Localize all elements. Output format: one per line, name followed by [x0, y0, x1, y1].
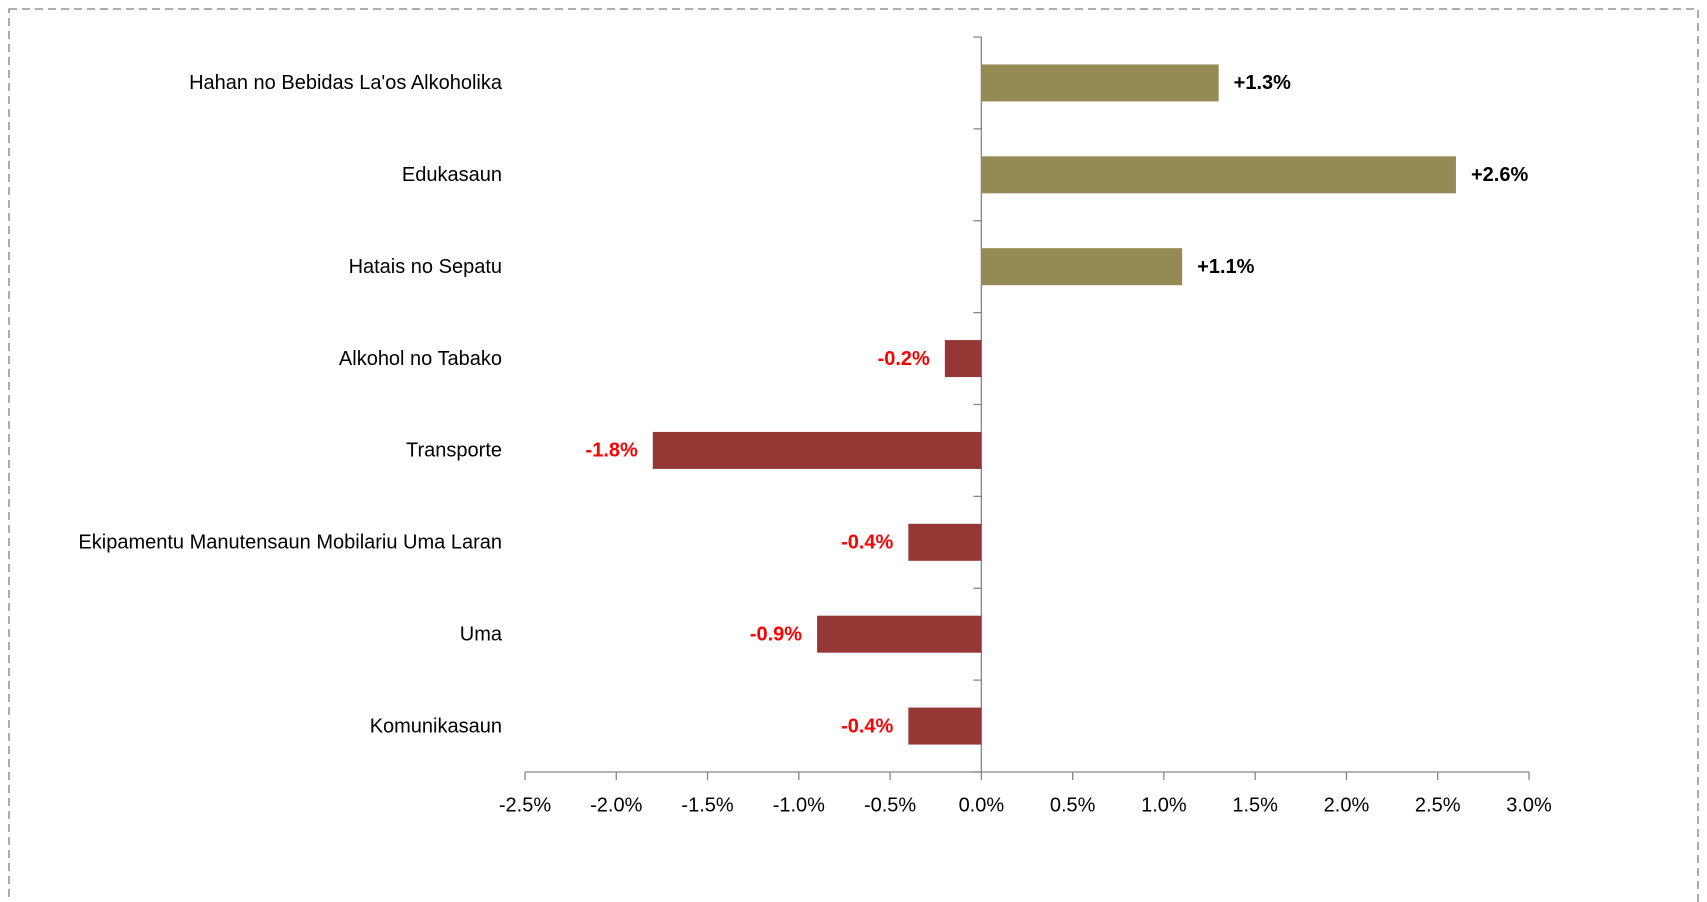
y-tick-label: Hatais no Sepatu: [349, 256, 502, 278]
bar: [817, 615, 982, 653]
bar: [944, 340, 982, 378]
value-label: +1.1%: [1197, 256, 1254, 278]
y-tick-label: Ekipamentu Manutensaun Mobilariu Uma Lar…: [78, 532, 502, 554]
bar: [908, 523, 982, 561]
value-label: -0.4%: [841, 532, 893, 554]
x-tick-label: 0.5%: [1050, 794, 1096, 816]
x-tick-label: -0.5%: [864, 794, 916, 816]
x-tick-label: 1.5%: [1232, 794, 1278, 816]
y-tick-label: Transporte: [406, 440, 502, 462]
x-tick-label: -1.0%: [773, 794, 825, 816]
x-tick-label: -2.5%: [499, 794, 551, 816]
x-tick-label: 2.0%: [1324, 794, 1370, 816]
y-tick-label: Edukasaun: [402, 164, 502, 186]
x-tick-label: -2.0%: [590, 794, 642, 816]
bar: [981, 248, 1183, 286]
y-tick-label: Komunikasaun: [370, 715, 502, 737]
bar: [652, 431, 982, 469]
value-label: -0.4%: [841, 715, 893, 737]
x-tick-label: 1.0%: [1141, 794, 1187, 816]
x-tick-label: 2.5%: [1415, 794, 1461, 816]
value-label: -0.9%: [750, 623, 802, 645]
bar: [981, 156, 1456, 194]
bar: [981, 64, 1219, 102]
x-tick-label: 3.0%: [1506, 794, 1552, 816]
x-tick-label: 0.0%: [959, 794, 1005, 816]
x-tick-label: -1.5%: [681, 794, 733, 816]
value-label: -0.2%: [878, 348, 930, 370]
y-tick-label: Uma: [460, 623, 503, 645]
y-tick-label: Alkohol no Tabako: [339, 348, 502, 370]
bar: [908, 707, 982, 745]
value-label: -1.8%: [586, 440, 638, 462]
chart-border: [8, 8, 1699, 902]
value-label: +1.3%: [1234, 72, 1291, 94]
y-tick-label: Hahan no Bebidas La'os Alkoholika: [189, 72, 503, 94]
value-label: +2.6%: [1471, 164, 1528, 186]
